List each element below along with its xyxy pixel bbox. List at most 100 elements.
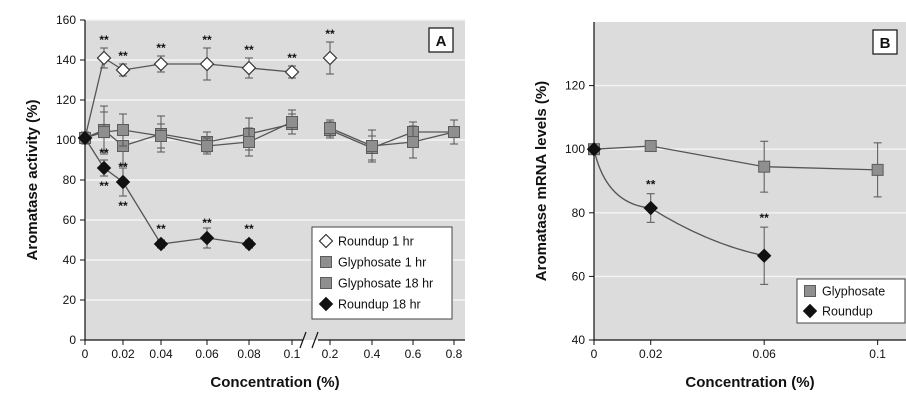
panel-a-significance-label: ** (244, 222, 254, 236)
panel-a-y-tick-label: 120 (56, 93, 76, 107)
panel-a-data-point (115, 174, 131, 190)
panel-a-y-tick-label: 160 (56, 13, 76, 27)
panel-a-significance-label: ** (244, 43, 254, 57)
panel-a-x-tick-label: 0.02 (111, 347, 135, 361)
panel-a-legend-marker (320, 256, 332, 268)
panel-a-legend: Roundup 1 hr Glyphosate 1 hr Glyphosate 18… (311, 226, 453, 320)
panel-a-significance-label: ** (156, 41, 166, 55)
panel-a-series-roundup-18-hr: ** ** ** ** ** (77, 130, 257, 252)
panel-a-axis-break-mark (299, 331, 307, 349)
panel-a-series-line (84, 137, 250, 245)
panel-a-x-tick-label: 0.06 (195, 347, 219, 361)
panel-a-x-tick-label: 0.04 (149, 347, 173, 361)
panel-a-significance-label: ** (202, 216, 212, 230)
panel-a-significance-label: ** (156, 222, 166, 236)
panel-a-legend-marker (320, 277, 332, 289)
panel-a-legend-label: Glyphosate 1 hr (338, 256, 426, 270)
panel-a-data-point (241, 60, 257, 76)
panel-a-x-tick-label: 0.8 (446, 347, 463, 361)
panel-b-data-point (756, 248, 772, 263)
panel-b-data-point (643, 200, 658, 216)
panel-b-y-tick-label: 80 (572, 206, 586, 220)
panel-a-legend-label: Roundup 1 hr (338, 235, 414, 249)
panel-a-y-tick-label: 60 (63, 213, 77, 227)
panel-b-chart: 40 60 80 100 120 0 0.02 0.06 0.1 Concentration (%… (533, 22, 906, 391)
panel-a-data-point (201, 140, 213, 152)
panel-b-data-point (758, 160, 771, 173)
panel-a-data-point (155, 130, 167, 142)
panel-b-y-tick-label: 60 (572, 269, 586, 283)
panel-a-label: A (436, 33, 447, 50)
panel-a-significance-label: ** (99, 146, 109, 160)
panel-b-series-line (593, 145, 878, 171)
panel-a-y-tick-label: 140 (56, 53, 76, 67)
panel-b-legend-label: Glyphosate (822, 285, 885, 299)
panel-a-y-tick-label: 20 (63, 293, 77, 307)
panel-a-data-point (96, 50, 112, 66)
panel-a-legend-label: Glyphosate 18 hr (338, 277, 433, 291)
panel-b-y-tick-label: 120 (565, 79, 585, 93)
panel-a-data-point (448, 126, 460, 138)
panel-b-significance-label: ** (646, 178, 656, 192)
panel-a-significance-label: ** (99, 179, 109, 193)
panel-a-x-tick-label: 0.2 (322, 347, 339, 361)
panel-a-data-point (199, 230, 215, 246)
panel-a-axis-break-mark (311, 331, 319, 349)
panel-b-x-tick-label: 0.1 (869, 347, 886, 361)
panel-a-series-line (329, 127, 455, 147)
panel-a-y-tick-label: 100 (56, 133, 76, 147)
panel-a-legend-marker (318, 233, 334, 249)
panel-b-y-axis-title: Aromatase mRNA levels (%) (533, 81, 550, 281)
panel-b-y-tick-label: 40 (572, 333, 586, 347)
panel-a-label-box (428, 27, 454, 53)
panel-b-x-tick-label: 0.02 (639, 347, 663, 361)
panel-b-x-axis-title: Concentration (%) (685, 374, 814, 391)
panel-a-data-point (115, 62, 131, 78)
panel-a-data-point (322, 50, 338, 66)
panel-a-chart: 0 20 40 60 80 100 120 140 160 0 0.02 0.04 0.06 0.08 0.… (24, 13, 465, 391)
panel-a-series-line (329, 129, 454, 149)
panel-b-data-point (871, 163, 884, 176)
panel-a-x-tick-label: 0.08 (237, 347, 261, 361)
panel-a-data-point (324, 122, 336, 134)
panel-a-x-tick-label: 0 (82, 347, 89, 361)
panel-a-legend-marker (318, 296, 334, 312)
panel-a-legend-box (311, 226, 453, 320)
panel-a-data-point (199, 56, 215, 72)
panel-a-x-tick-label: 0.4 (364, 347, 381, 361)
panel-b-series-roundup: ** ** (586, 141, 772, 285)
panel-b-label-box (872, 29, 898, 55)
panel-a-y-tick-label: 0 (69, 333, 76, 347)
panel-a-data-point (241, 236, 257, 252)
panel-a-y-axis-title: Aromatase activity (%) (24, 100, 41, 261)
panel-b-x-tick-label: 0.06 (753, 347, 777, 361)
panel-b-data-point (586, 141, 602, 157)
panel-a-significance-label: ** (99, 33, 109, 47)
panel-b-y-tick-label: 100 (565, 142, 585, 156)
panel-b-x-tick-label: 0 (591, 347, 598, 361)
panel-a-significance-label: ** (325, 27, 335, 41)
panel-a-data-point (153, 236, 169, 252)
panel-a-data-point (284, 64, 300, 80)
panel-a-data-point (407, 136, 419, 148)
panel-a-y-tick-label: 80 (63, 173, 77, 187)
panel-b-legend-marker (802, 303, 818, 319)
panel-a-data-point (117, 124, 129, 136)
panel-a-significance-label: ** (287, 51, 297, 65)
panel-a-data-point (153, 56, 169, 72)
panel-b-legend-marker (804, 285, 816, 297)
panel-a-data-point (243, 136, 255, 148)
panel-a-significance-label: ** (118, 199, 128, 213)
panel-a-significance-label: ** (118, 160, 128, 174)
panel-b-data-point (644, 140, 657, 153)
panel-a-data-point (286, 116, 298, 128)
panel-a-x-tick-label: 0.1 (284, 347, 301, 361)
panel-b-legend-label: Roundup (822, 305, 873, 319)
panel-a-significance-label: ** (118, 49, 128, 63)
panel-a-x-tick-label: 0.6 (405, 347, 422, 361)
panel-a-data-point (366, 140, 378, 152)
panel-a-y-tick-label: 40 (63, 253, 77, 267)
panel-b-label: B (880, 35, 891, 52)
